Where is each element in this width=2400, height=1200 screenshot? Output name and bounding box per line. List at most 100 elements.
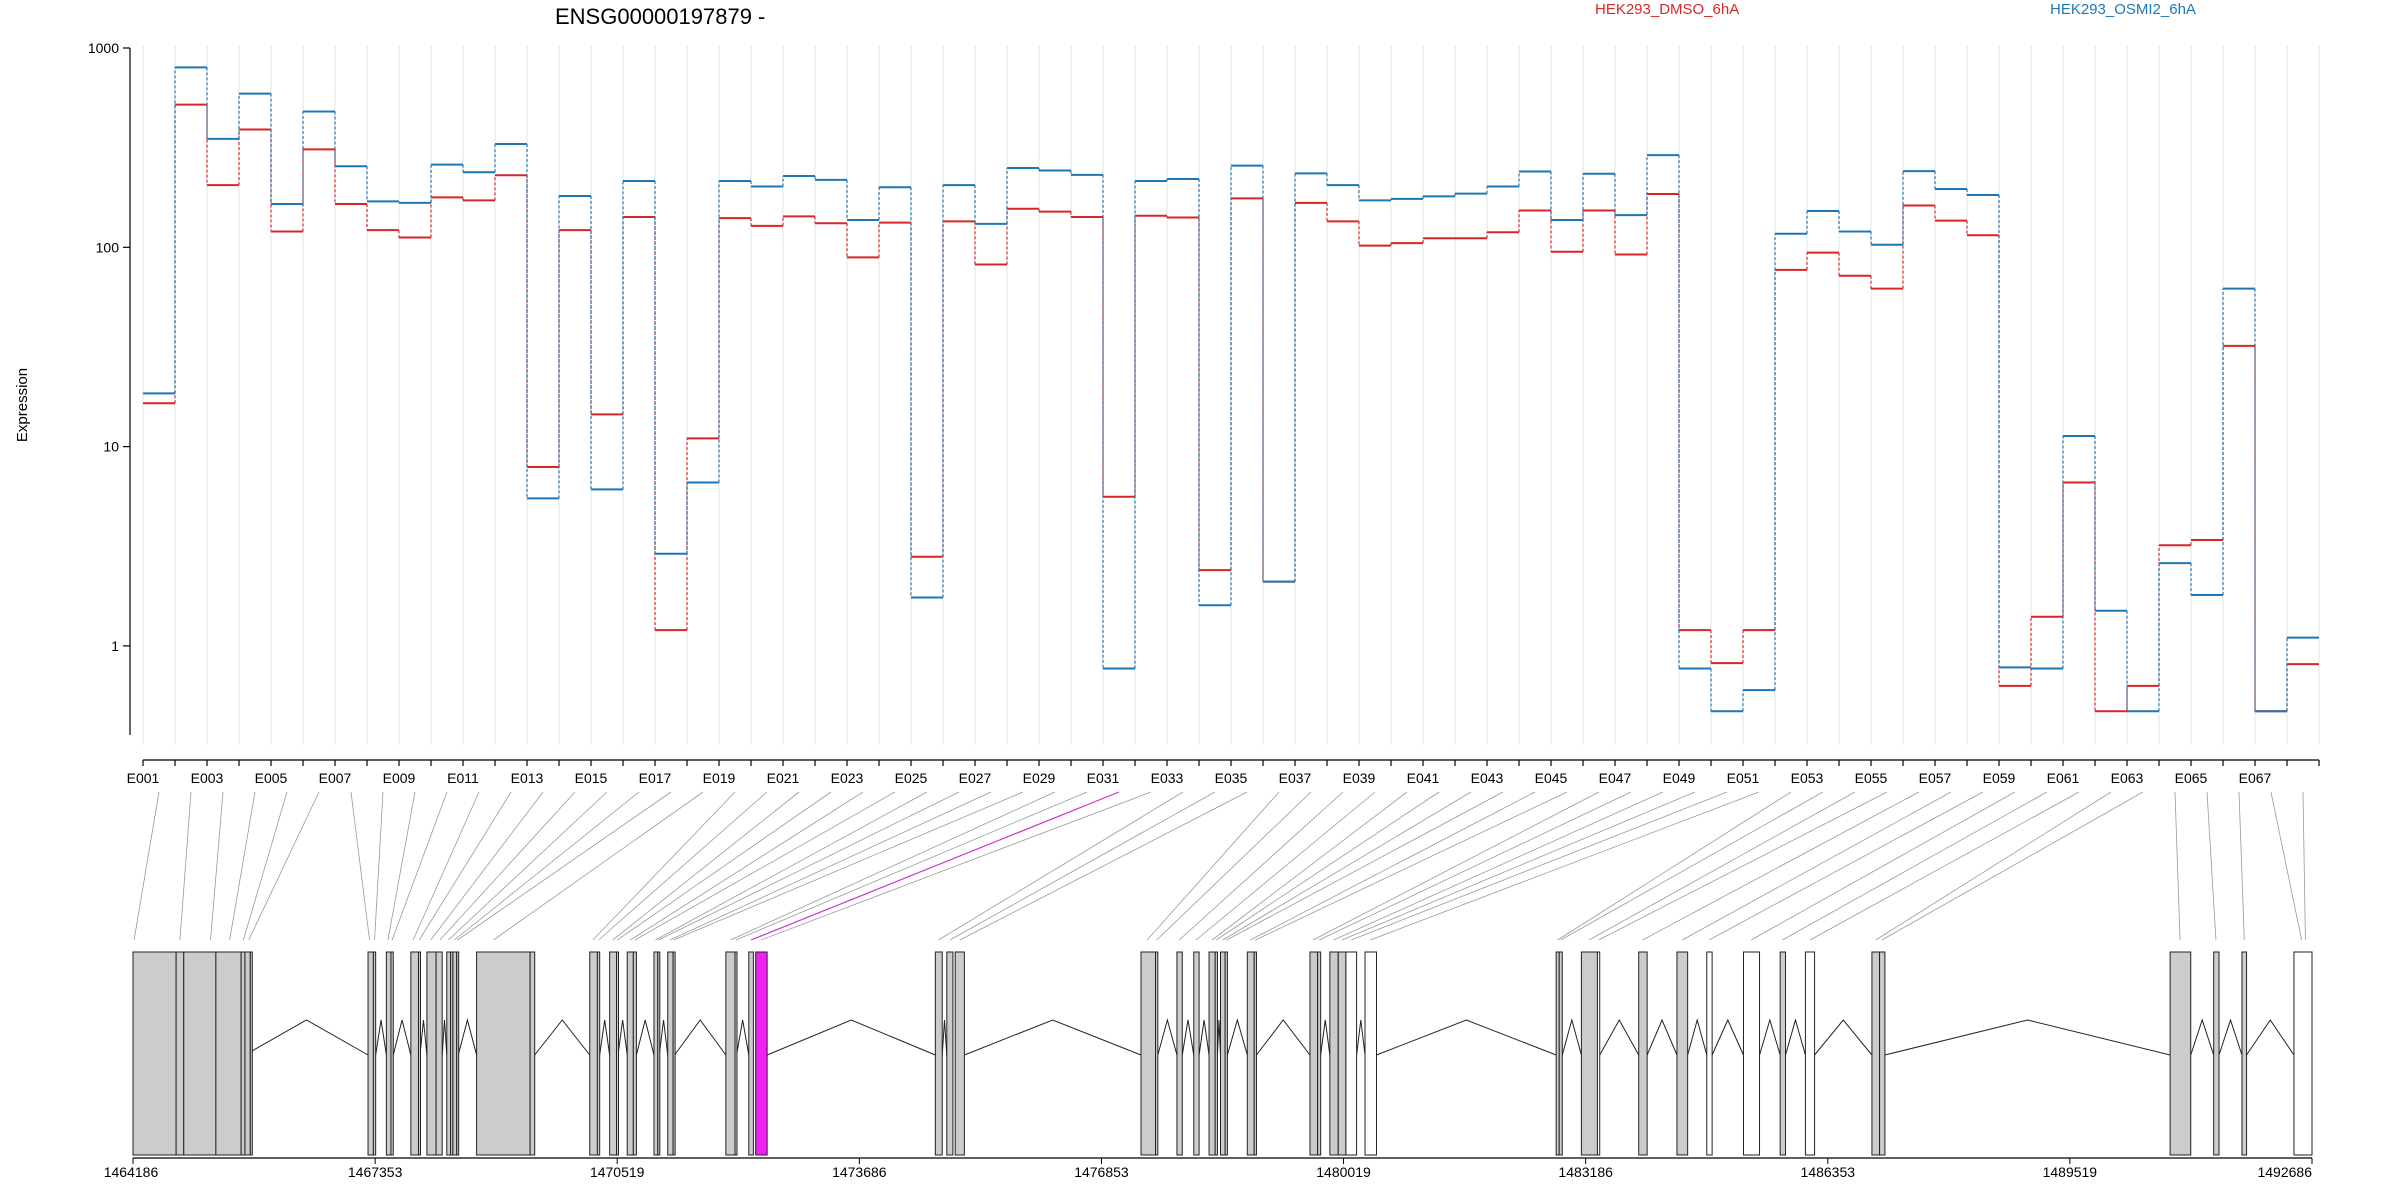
x-tick-label: E027 — [959, 770, 992, 786]
exon-box — [1638, 951, 1648, 1156]
mapping-line — [457, 791, 672, 941]
x-tick-label: E025 — [895, 770, 928, 786]
exon-box — [1337, 951, 1347, 1156]
genomic-tick-label: 1464186 — [104, 1164, 159, 1180]
exon-box — [175, 951, 185, 1156]
exon-box — [452, 951, 458, 1156]
x-tick-label: E041 — [1407, 770, 1440, 786]
mapping-line — [387, 791, 416, 941]
intron-connector — [1884, 1019, 2171, 1056]
exon-box — [417, 951, 421, 1156]
x-tick-label: E033 — [1151, 770, 1184, 786]
x-tick-label: E023 — [831, 770, 864, 786]
x-tick-label: E035 — [1215, 770, 1248, 786]
y-axis: 1000 100 10 1 — [88, 40, 131, 735]
mapping-line — [1211, 791, 1408, 941]
mapping-line — [439, 791, 576, 941]
exon-box — [596, 951, 601, 1156]
intron-connector — [1356, 1019, 1366, 1056]
mapping-line — [1560, 791, 1824, 941]
series-group — [143, 66, 2319, 713]
mapping-line — [493, 791, 704, 941]
intron-connector — [1376, 1019, 1557, 1056]
mapping-line — [760, 791, 1152, 941]
exon-box — [1804, 951, 1816, 1156]
intron-connector — [1198, 1019, 1210, 1056]
genomic-tick-label: 1486353 — [1801, 1164, 1856, 1180]
exon-box — [426, 951, 437, 1156]
mapping-line — [1312, 791, 1600, 941]
intron-connector — [1646, 1018, 1678, 1056]
mapping-line — [938, 791, 1184, 941]
mapping-line — [1588, 791, 1856, 941]
intron-connector — [1759, 1018, 1781, 1056]
exon-box — [249, 951, 253, 1156]
mapping-line — [1333, 791, 1664, 941]
exon-box — [1253, 951, 1257, 1156]
exon-box — [2241, 951, 2248, 1156]
intron-connector — [736, 1019, 750, 1056]
exon-box — [934, 951, 943, 1156]
mapping-line — [430, 791, 544, 941]
intron-connector — [244, 1019, 369, 1056]
legend-entry: HEK293_DMSO_6hA — [1595, 1, 1739, 18]
exon-box — [1140, 951, 1157, 1156]
mapping-line — [1222, 791, 1472, 941]
mapping-line — [1598, 791, 1888, 941]
mapping-line — [959, 791, 1248, 941]
genomic-tick-label: 1480019 — [1316, 1164, 1371, 1180]
mapping-line — [655, 791, 928, 941]
y-tick-label: 100 — [96, 239, 120, 255]
mapping-line — [658, 791, 960, 941]
genomic-tick-label: 1473686 — [832, 1164, 887, 1180]
intron-connector — [1687, 1018, 1708, 1056]
x-tick-label: E037 — [1279, 770, 1312, 786]
exon-box — [657, 951, 661, 1156]
intron-connector — [1785, 1018, 1806, 1056]
mapping-line — [1642, 791, 1920, 941]
exon-box — [367, 951, 374, 1156]
x-tick-label: E059 — [1983, 770, 2016, 786]
intron-connector — [1599, 1018, 1640, 1056]
mapping-line — [617, 791, 832, 941]
mapping-line — [1156, 791, 1312, 941]
mapping-line — [1216, 791, 1440, 941]
exon-box — [456, 951, 460, 1156]
exon-box — [183, 951, 217, 1156]
x-tick-label: E055 — [1855, 770, 1888, 786]
exon-box — [954, 951, 965, 1156]
mapping-line — [1255, 791, 1568, 941]
y-tick-label: 10 — [103, 439, 119, 455]
genomic-tick-label: 1476853 — [1074, 1164, 1129, 1180]
x-tick-label: E031 — [1087, 770, 1120, 786]
intron-connector — [441, 1019, 448, 1056]
intron-connector — [658, 1019, 669, 1056]
genomic-axis: 1464186 1467353 1470519 1473686 1476853 14800… — [104, 1157, 2313, 1180]
mapping-line — [1178, 791, 1344, 941]
exon-box — [446, 951, 452, 1156]
exon-box — [476, 951, 531, 1156]
mapping-line — [391, 791, 448, 941]
mapping-line — [669, 791, 992, 941]
x-tick-label: E017 — [639, 770, 672, 786]
exon-box — [1208, 951, 1216, 1156]
mapping-line — [1250, 791, 1536, 941]
legend-entry: HEK293_OSMI2_6hA — [2050, 1, 2196, 18]
intron-connector — [534, 1019, 591, 1056]
mapping-line — [598, 791, 768, 941]
mapping-line — [1750, 791, 2016, 941]
x-tick-label: E003 — [191, 770, 224, 786]
exon-box — [632, 951, 637, 1156]
mapping-line — [2174, 791, 2181, 941]
genomic-tick-label: 1470519 — [590, 1164, 645, 1180]
mapping-line — [612, 791, 800, 941]
exon-box — [653, 951, 659, 1156]
mapping-line — [1782, 791, 2048, 941]
intron-connector — [1216, 1019, 1222, 1056]
exon-box — [1345, 951, 1358, 1156]
exon-box — [1676, 951, 1689, 1156]
mapping-line — [2270, 791, 2302, 941]
x-tick-label: E051 — [1727, 770, 1760, 786]
mapping-line — [730, 791, 1056, 941]
exon-box — [1779, 951, 1787, 1156]
